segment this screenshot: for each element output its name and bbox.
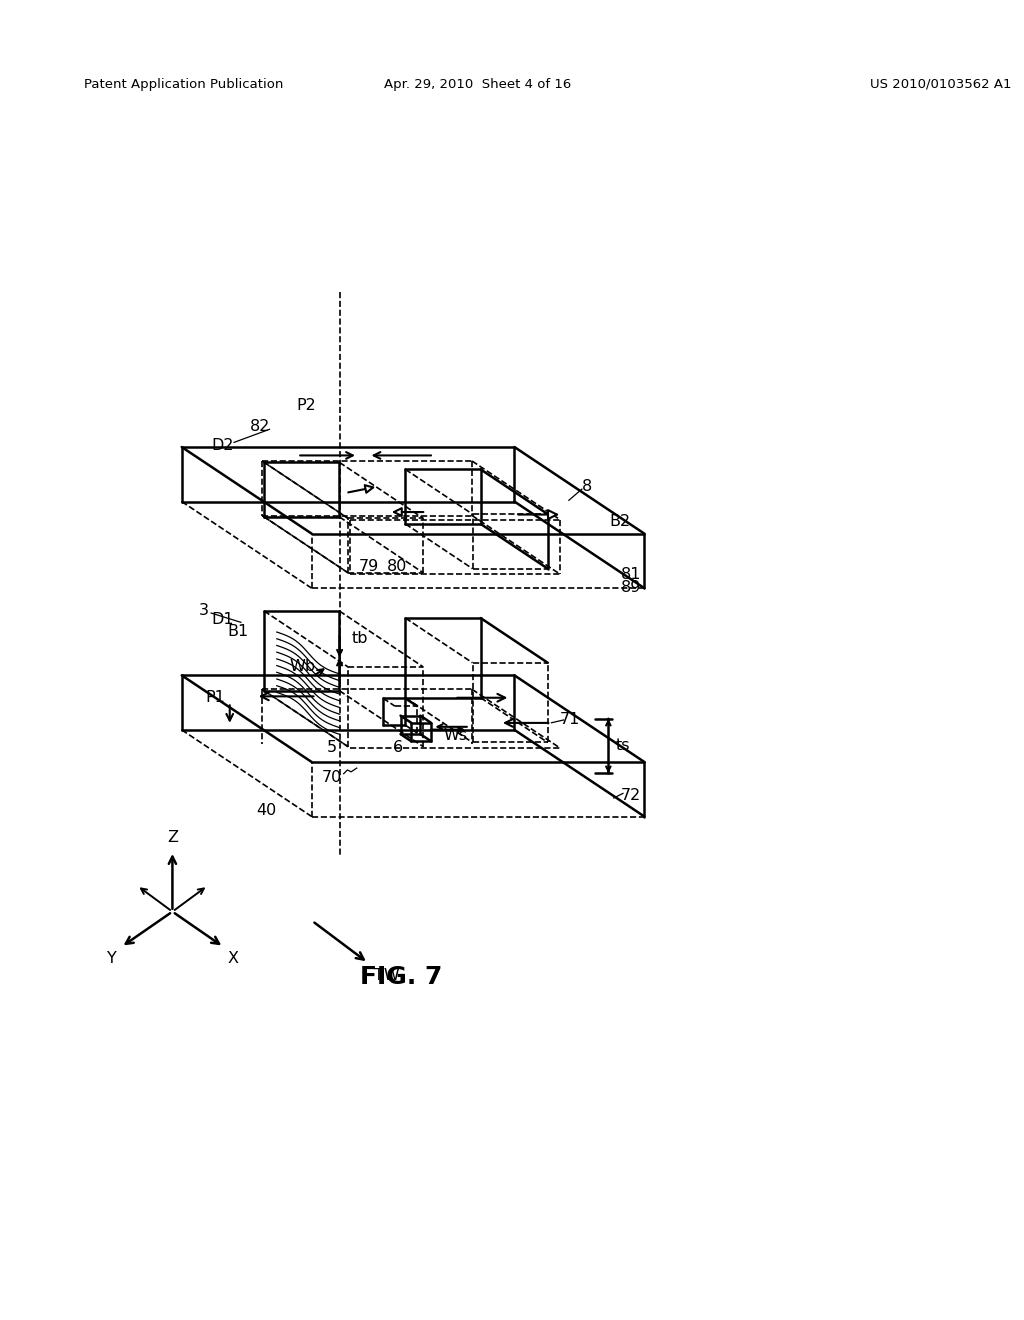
Text: P1: P1 xyxy=(206,690,225,705)
Text: ts: ts xyxy=(616,738,631,754)
Text: Z: Z xyxy=(167,829,178,845)
Text: 71: 71 xyxy=(560,713,581,727)
Text: 72: 72 xyxy=(621,788,641,803)
Text: Y: Y xyxy=(106,950,117,966)
Text: Wb: Wb xyxy=(289,659,315,675)
Text: FIG. 7: FIG. 7 xyxy=(359,965,442,989)
Text: X: X xyxy=(227,950,239,966)
Text: 89: 89 xyxy=(622,579,641,594)
Text: Apr. 29, 2010  Sheet 4 of 16: Apr. 29, 2010 Sheet 4 of 16 xyxy=(384,78,570,91)
Text: B2: B2 xyxy=(609,515,631,529)
Text: B1: B1 xyxy=(227,624,249,639)
Text: Ws: Ws xyxy=(443,729,468,743)
Text: 8: 8 xyxy=(583,479,593,494)
Text: tb: tb xyxy=(352,631,369,647)
Text: 82: 82 xyxy=(250,418,270,434)
Text: US 2010/0103562 A1: US 2010/0103562 A1 xyxy=(870,78,1012,91)
Text: TW: TW xyxy=(374,968,399,982)
Text: 6: 6 xyxy=(393,741,403,755)
Text: 81: 81 xyxy=(622,566,642,582)
Text: 79: 79 xyxy=(359,558,380,574)
Text: D1: D1 xyxy=(211,612,233,627)
Text: 70: 70 xyxy=(322,770,342,785)
Text: 80: 80 xyxy=(387,558,408,574)
Text: P2: P2 xyxy=(297,397,316,413)
Text: 3: 3 xyxy=(199,603,209,618)
Text: 5: 5 xyxy=(327,741,337,755)
Text: 40: 40 xyxy=(257,804,276,818)
Text: D2: D2 xyxy=(212,438,234,453)
Text: Patent Application Publication: Patent Application Publication xyxy=(84,78,284,91)
